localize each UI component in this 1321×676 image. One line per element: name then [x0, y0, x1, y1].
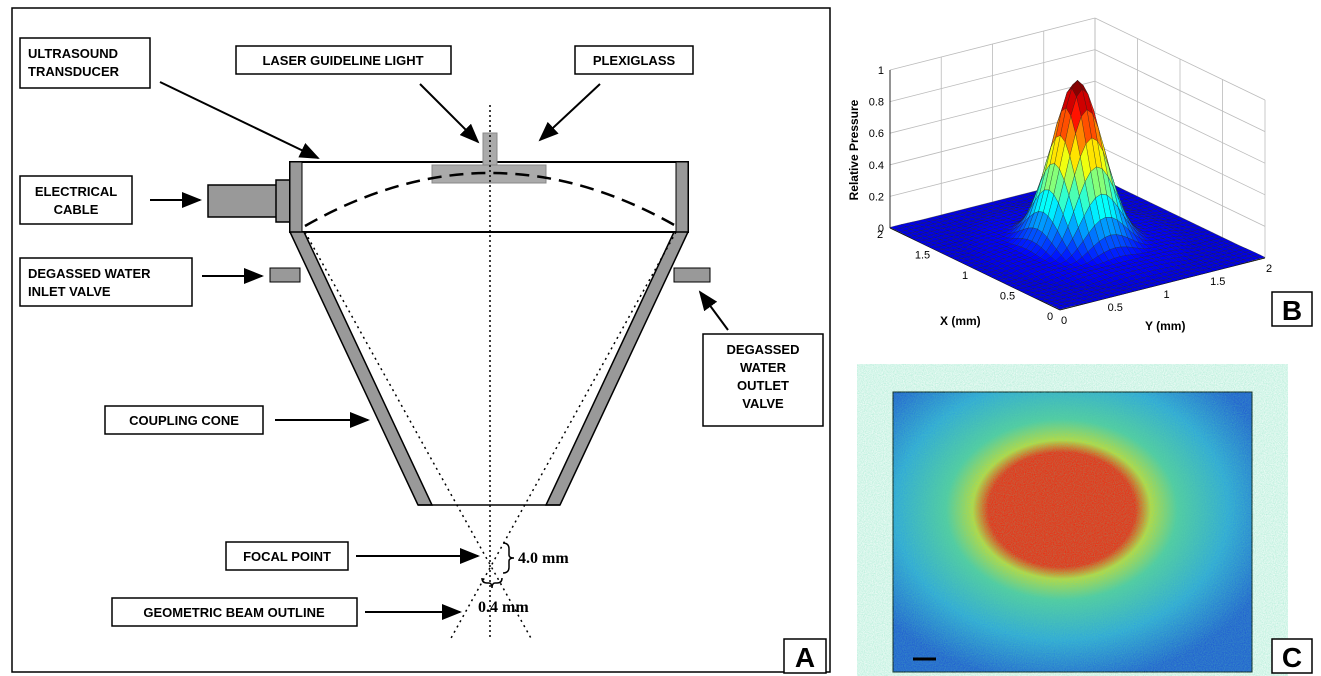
x-axis-label: X (mm)	[940, 314, 981, 328]
cable-connector	[276, 180, 290, 222]
label: GEOMETRIC BEAM OUTLINE	[143, 605, 325, 620]
label: PLEXIGLASS	[593, 53, 676, 68]
heatmap-noise	[893, 392, 1252, 672]
z-tick-label: 1	[878, 65, 884, 77]
z-tick-label: 0.8	[869, 97, 884, 109]
figure: 4.0 mm 0.4 mm ULTRASOUNDTRANSDUCER LASER…	[0, 0, 1321, 676]
z-axis-label: Relative Pressure	[847, 99, 861, 200]
x-tick-label: 0.5	[1000, 291, 1015, 303]
z-tick-label: 0.4	[869, 160, 884, 172]
label: LASER GUIDELINE LIGHT	[262, 53, 423, 68]
panel-letter: C	[1282, 642, 1302, 673]
x-tick-label: 2	[877, 229, 883, 241]
panel-c: C	[893, 392, 1312, 673]
y-tick-label: 1.5	[1210, 276, 1225, 288]
plexiglass	[432, 165, 546, 183]
z-tick-label: 0.2	[869, 191, 884, 203]
y-axis-label: Y (mm)	[1145, 319, 1185, 333]
x-tick-label: 1	[962, 270, 968, 282]
outlet-valve	[674, 268, 710, 282]
y-tick-label: 1	[1163, 289, 1169, 301]
dimension: 0.4 mm	[478, 599, 529, 616]
transducer-wall	[676, 162, 688, 232]
inlet-valve	[270, 268, 300, 282]
dimension: 4.0 mm	[518, 550, 569, 567]
cable	[208, 185, 278, 217]
panel-letter: A	[795, 642, 815, 673]
panel-letter: B	[1282, 295, 1302, 326]
x-tick-label: 1.5	[915, 250, 930, 262]
x-tick-label: 0	[1047, 311, 1053, 323]
label: COUPLING CONE	[129, 413, 239, 428]
y-tick-label: 0.5	[1108, 302, 1123, 314]
y-tick-label: 0	[1061, 315, 1067, 327]
label: FOCAL POINT	[243, 549, 331, 564]
surface	[890, 80, 1265, 309]
y-tick-label: 2	[1266, 263, 1272, 275]
transducer-wall	[290, 162, 302, 232]
z-tick-label: 0.6	[869, 128, 884, 140]
